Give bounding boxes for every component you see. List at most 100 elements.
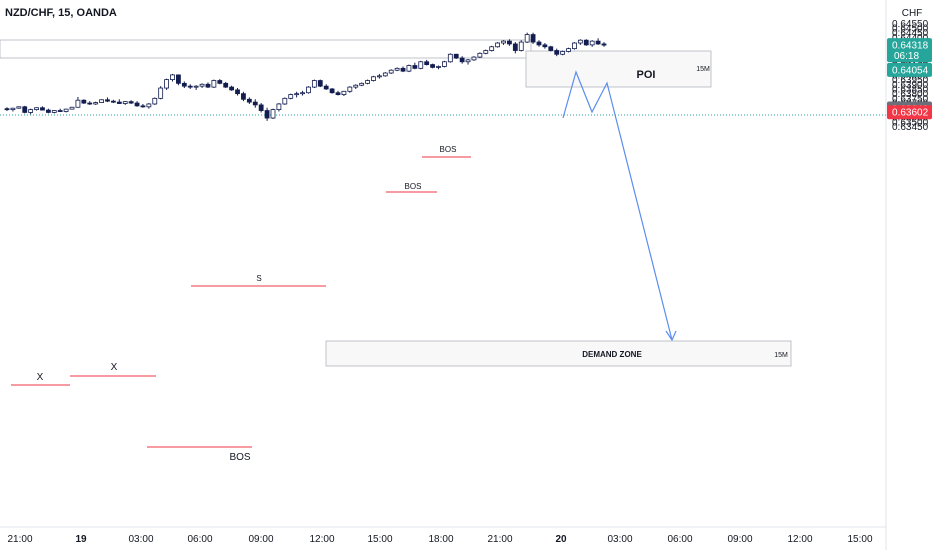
time-tick: 21:00 (487, 534, 512, 545)
projection-line[interactable] (562, 70, 673, 341)
candle-up (10, 107, 16, 111)
candle-up (63, 108, 69, 112)
candle-up (483, 50, 489, 54)
candle-up (347, 86, 353, 92)
poi-zone[interactable] (525, 50, 712, 88)
candle-down (512, 43, 518, 51)
price-badge (887, 38, 932, 63)
candle-down (235, 89, 240, 95)
demand-zone[interactable] (325, 340, 792, 367)
candle-down (40, 107, 45, 111)
candle-up (447, 53, 453, 63)
price-tick: 0.64500 (892, 24, 929, 35)
price-tick: 0.63850 (892, 84, 929, 95)
candle-up (75, 99, 81, 108)
x-label-2: X (111, 362, 118, 373)
candle-up (518, 41, 524, 51)
price-tick: 0.63950 (892, 75, 929, 86)
price-badge (887, 105, 932, 120)
x-label-1: X (37, 372, 44, 383)
candle-up (465, 59, 471, 63)
candle-down (128, 101, 134, 104)
time-tick: 21:00 (7, 534, 32, 545)
time-tick: 03:00 (128, 534, 153, 545)
candle-down (335, 92, 341, 95)
time-tick: 06:00 (187, 534, 212, 545)
candle-down (4, 108, 10, 111)
price-badge-label: 0.64318 (892, 41, 929, 52)
candle-up (199, 83, 205, 87)
candle-up (489, 46, 495, 51)
candle-up (282, 97, 288, 105)
candle-up (376, 75, 382, 78)
candle-up (306, 86, 311, 94)
candles (4, 32, 607, 121)
candle-down (554, 50, 560, 55)
candle-down (595, 40, 601, 45)
candle-up (51, 110, 57, 113)
candle-down (134, 102, 140, 107)
candle-up (560, 51, 566, 55)
candle-up (589, 40, 595, 46)
candle-up (359, 82, 365, 86)
candle-down (400, 67, 406, 72)
time-tick: 06:00 (667, 534, 692, 545)
candle-down (241, 93, 246, 100)
s-label: S (256, 274, 261, 283)
price-badge-countdown: 06:18 (894, 51, 919, 62)
candle-up (146, 103, 152, 108)
time-tick: 09:00 (727, 534, 752, 545)
candle-down (116, 101, 122, 104)
time-tick: 20 (555, 534, 567, 545)
candle-up (388, 69, 394, 74)
candle-up (311, 80, 317, 88)
poi-label: POI (637, 69, 656, 81)
candle-up (288, 94, 294, 99)
candle-down (140, 105, 146, 108)
candle-up (572, 42, 577, 50)
candle-up (471, 56, 477, 61)
symbol-title[interactable]: NZD/CHF, 15, OANDA (5, 7, 117, 19)
candle-down (110, 100, 116, 103)
time-axis[interactable]: 21:00 19 03:00 06:00 09:00 12:00 15:00 18:00 21:… (7, 534, 872, 545)
price-badge (887, 62, 932, 77)
candle-down (205, 83, 211, 88)
candle-down (217, 80, 223, 84)
candle-down (187, 85, 193, 88)
candle-up (294, 93, 300, 96)
candle-down (329, 88, 335, 94)
candle-up (16, 106, 22, 109)
time-tick: 15:00 (367, 534, 392, 545)
candle-up (193, 85, 199, 88)
candle-down (45, 109, 51, 113)
bos-label-2: BOS (440, 145, 457, 154)
candle-up (394, 67, 400, 71)
price-tick: 0.63750 (892, 94, 929, 105)
time-tick: 09:00 (248, 534, 273, 545)
price-tick: 0.63900 (892, 80, 929, 91)
candle-down (542, 44, 548, 48)
candle-down (317, 80, 323, 87)
price-tick: 0.64450 (892, 28, 929, 39)
drawings-back (0, 39, 886, 448)
top-supply-box[interactable] (0, 39, 532, 59)
time-tick: 12:00 (787, 534, 812, 545)
candle-up (566, 48, 571, 52)
candle-down (323, 85, 329, 90)
projection-path[interactable] (562, 70, 677, 342)
currency-label: CHF (902, 8, 923, 19)
candle-up (99, 99, 104, 103)
projection-arrowhead (665, 330, 677, 342)
candle-up (300, 92, 305, 95)
candle-up (436, 66, 441, 68)
candle-down (459, 57, 465, 63)
candle-down (87, 102, 93, 105)
candle-up (270, 109, 276, 119)
candle-down (264, 110, 270, 119)
candle-up (406, 65, 412, 72)
price-badge-label: 0.64054 (892, 65, 929, 76)
demand-zone-label: DEMAND ZONE (582, 350, 642, 359)
demand-zone-timeframe: 15M (774, 352, 788, 359)
candle-down (453, 53, 459, 59)
